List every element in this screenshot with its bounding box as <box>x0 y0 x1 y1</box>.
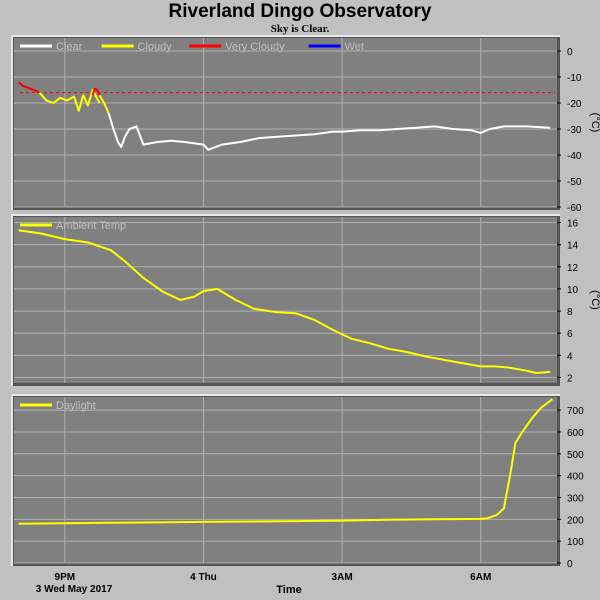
y-tick-label: 500 <box>567 450 584 461</box>
legend-label-wet: Wet <box>345 41 364 53</box>
y-tick-label: -40 <box>567 151 582 162</box>
legend-label-daylight: Daylight <box>56 400 96 412</box>
y-tick-label: 200 <box>567 515 584 526</box>
legend-label-very-cloudy: Very Cloudy <box>225 41 285 53</box>
date-label: 3 Wed May 2017 <box>36 584 113 595</box>
y-tick-label: -50 <box>567 177 582 188</box>
sky-condition-subtitle: Sky is Clear. <box>270 23 330 35</box>
x-tick-label: 3AM <box>332 572 353 583</box>
page-title: Riverland Dingo Observatory <box>168 1 432 22</box>
y-tick-label: 300 <box>567 493 584 504</box>
y-axis-label: (°C) <box>589 113 600 133</box>
y-tick-label: 2 <box>567 373 573 384</box>
chart-panel-daylight: 700 600 500 400 300 200 100 0 Daylight 9PM 4 Thu 3A… <box>11 394 584 583</box>
y-tick-label: 0 <box>567 559 573 570</box>
y-tick-label: 400 <box>567 472 584 483</box>
legend-label-cloudy: Cloudy <box>138 41 173 53</box>
y-tick-label: -30 <box>567 125 582 136</box>
legend-label-clear: Clear <box>56 41 83 53</box>
series-line-daylight <box>18 398 554 525</box>
plot-area <box>14 217 557 383</box>
y-tick-label: 0 <box>567 47 573 58</box>
plot-area <box>14 38 557 207</box>
series-line-very-cloudy <box>91 87 101 96</box>
y-tick-label: 14 <box>567 241 579 252</box>
chart-panel-ambient-temperature: 16 14 12 10 8 6 4 2 (°C) Ambient Temp <box>11 214 600 386</box>
y-axis-label: (°C) <box>589 290 600 310</box>
x-tick-label: 9PM <box>55 572 76 583</box>
y-tick-label: 6 <box>567 329 573 340</box>
x-tick-label: 4 Thu <box>190 572 217 583</box>
chart-panel-sky-temperature: 0 -10 -20 -30 -40 -50 -60 (°C) Clear Cloudy Very C… <box>11 35 600 214</box>
series-line-cloudy <box>98 94 110 114</box>
y-tick-label: -20 <box>567 99 582 110</box>
plot-area <box>14 397 557 563</box>
legend-label-ambient-temp: Ambient Temp <box>56 220 126 232</box>
y-tick-label: 700 <box>567 406 584 417</box>
y-tick-label: 100 <box>567 537 584 548</box>
series-line-very-cloudy <box>17 81 40 94</box>
y-tick-label: 16 <box>567 219 579 230</box>
series-line-cloudy <box>38 89 101 112</box>
y-tick-label: -10 <box>567 73 582 84</box>
y-tick-label: 8 <box>567 307 573 318</box>
series-line-clear <box>107 113 551 151</box>
y-tick-label: 12 <box>567 263 579 274</box>
series-line-ambient-temp <box>18 229 551 374</box>
y-tick-label: 4 <box>567 351 573 362</box>
x-tick-label: 6AM <box>470 572 491 583</box>
x-axis-title: Time <box>276 584 301 596</box>
y-tick-label: 600 <box>567 428 584 439</box>
y-tick-label: 10 <box>567 285 579 296</box>
y-tick-label: -60 <box>567 203 582 214</box>
